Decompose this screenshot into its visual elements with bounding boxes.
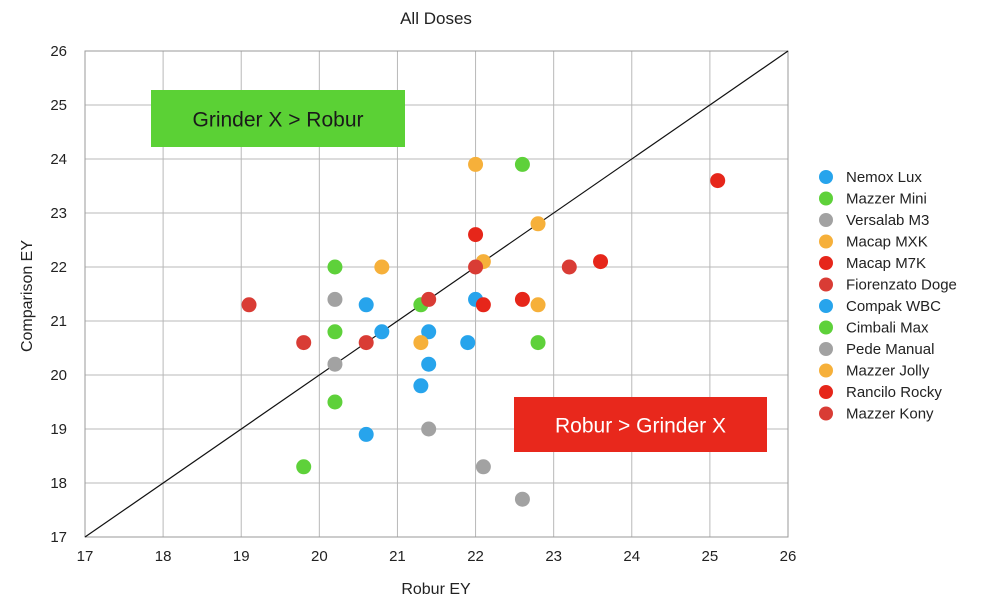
- x-tick-label: 23: [545, 548, 562, 565]
- data-point: [421, 356, 437, 372]
- x-tick-label: 19: [233, 548, 250, 565]
- x-tick-label: 22: [467, 548, 484, 565]
- data-points: [241, 156, 726, 507]
- legend-marker: [819, 191, 833, 206]
- data-point: [475, 297, 491, 313]
- reference-line: [84, 50, 789, 538]
- x-tick-label: 25: [702, 548, 719, 565]
- legend-marker: [819, 256, 833, 270]
- x-tick-label: 21: [389, 548, 406, 565]
- y-tick-label: 21: [50, 313, 67, 330]
- reference-line-group: [84, 50, 789, 538]
- chart-title: All Doses: [400, 9, 472, 28]
- annotation-label: Robur > Grinder X: [555, 415, 726, 438]
- legend: Nemox Lux Mazzer Mini Versalab M3 Macap MXK…: [819, 169, 957, 423]
- annotation-label: Grinder X > Robur: [193, 109, 364, 132]
- annotation-box: [151, 90, 405, 147]
- data-point: [561, 259, 577, 275]
- legend-label: Macap MXK: [846, 234, 928, 251]
- data-point: [358, 426, 374, 442]
- data-point: [327, 291, 343, 307]
- data-point: [514, 291, 530, 307]
- legend-label: Versalab M3: [846, 212, 929, 229]
- data-point: [374, 259, 390, 275]
- plot-frame: [84, 50, 789, 538]
- legend-label: Rancilo Rocky: [846, 384, 942, 401]
- y-tick-label: 17: [50, 529, 67, 546]
- data-point: [468, 156, 484, 172]
- y-axis-title: Comparison EY: [19, 240, 36, 352]
- data-point: [327, 394, 343, 410]
- data-point: [514, 491, 530, 507]
- data-point: [374, 324, 390, 340]
- data-point: [327, 259, 343, 275]
- legend-marker: [819, 213, 833, 227]
- data-point: [460, 335, 476, 351]
- x-tick-label: 26: [780, 548, 797, 565]
- annotations: Grinder X > Robur Robur > Grinder X: [151, 90, 767, 452]
- x-tick-label: 17: [77, 548, 94, 565]
- legend-label: Compak WBC: [846, 298, 941, 315]
- data-point: [421, 291, 437, 307]
- legend-marker: [819, 234, 833, 249]
- tick-labels: 17 18 19 20 21 22 23 24 25 26 17 18 19 20 21 22 23 24 25 26: [50, 43, 796, 565]
- y-tick-label: 22: [50, 259, 67, 276]
- data-point: [514, 156, 530, 172]
- legend-marker: [819, 299, 833, 313]
- data-point: [530, 297, 546, 313]
- data-point: [327, 324, 343, 340]
- data-point: [421, 421, 437, 437]
- data-point: [421, 324, 437, 340]
- data-point: [530, 335, 546, 351]
- data-point: [327, 356, 343, 372]
- legend-label: Cimbali Max: [846, 320, 929, 337]
- data-point: [413, 335, 429, 351]
- data-point: [413, 378, 429, 394]
- x-tick-label: 18: [155, 548, 172, 565]
- legend-marker: [819, 363, 833, 378]
- data-point: [358, 297, 374, 313]
- y-tick-label: 19: [50, 421, 67, 438]
- legend-label: Mazzer Kony: [846, 406, 934, 423]
- legend-marker: [819, 406, 833, 421]
- data-point: [710, 173, 726, 189]
- legend-marker: [819, 170, 833, 184]
- data-point: [475, 459, 491, 475]
- legend-label: Nemox Lux: [846, 169, 922, 186]
- data-point: [530, 216, 546, 232]
- x-axis-title: Robur EY: [401, 581, 471, 598]
- data-point: [468, 259, 484, 275]
- data-point: [468, 227, 484, 243]
- legend-label: Mazzer Mini: [846, 191, 927, 208]
- legend-label: Pede Manual: [846, 341, 934, 358]
- y-tick-label: 18: [50, 475, 67, 492]
- x-tick-label: 24: [623, 548, 640, 565]
- y-tick-label: 20: [50, 367, 67, 384]
- y-tick-label: 24: [50, 151, 67, 168]
- data-point: [593, 254, 609, 270]
- data-point: [241, 297, 257, 313]
- legend-marker: [819, 342, 833, 356]
- annotation-box: [514, 397, 767, 452]
- legend-label: Fiorenzato Doge: [846, 277, 957, 294]
- legend-marker: [819, 277, 833, 292]
- x-tick-label: 20: [311, 548, 328, 565]
- legend-marker: [819, 320, 833, 335]
- legend-label: Mazzer Jolly: [846, 363, 930, 380]
- data-point: [358, 335, 374, 351]
- data-point: [296, 335, 312, 351]
- legend-marker: [819, 385, 833, 399]
- data-point: [296, 459, 312, 475]
- y-tick-label: 25: [50, 97, 67, 114]
- y-tick-label: 26: [50, 43, 67, 60]
- y-tick-label: 23: [50, 205, 67, 222]
- legend-label: Macap M7K: [846, 255, 926, 272]
